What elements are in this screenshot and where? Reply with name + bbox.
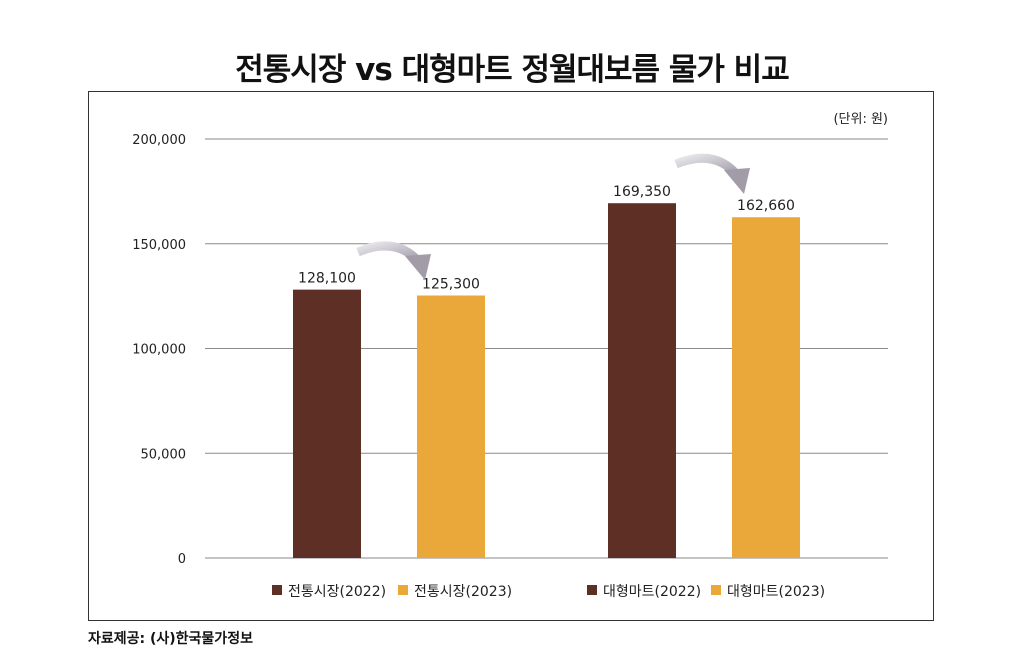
legend-swatch [587,585,597,595]
legend-swatch [398,585,408,595]
decrease-arrow-icon [674,153,750,194]
data-label: 162,660 [737,198,795,214]
bar [293,289,361,558]
y-tick-label: 100,000 [132,343,186,358]
data-label: 125,300 [422,276,480,292]
legend-swatch [272,585,282,595]
legend-label: 대형마트(2022) [603,584,701,600]
data-label: 128,100 [298,271,356,287]
legend-label: 전통시장(2022) [288,584,386,600]
legend-item: 전통시장(2022) [272,584,386,600]
legend-item: 대형마트(2023) [711,584,825,600]
source-note: 자료제공: (사)한국물가정보 [88,631,253,647]
legend-label: 전통시장(2023) [414,584,512,600]
bar [608,203,676,559]
legend-item: 대형마트(2022) [587,584,701,600]
bar [732,217,800,558]
bar [417,295,485,558]
unit-label: (단위: 원) [833,112,888,127]
legend-label: 대형마트(2023) [727,584,825,600]
y-tick-label: 200,000 [132,133,186,148]
y-tick-label: 50,000 [141,447,187,462]
data-label: 169,350 [613,184,671,200]
decrease-arrow-icon [356,241,431,280]
legend-swatch [711,585,721,595]
y-tick-label: 150,000 [132,238,186,253]
chart-frame [88,91,934,621]
legend-item: 전통시장(2023) [398,584,512,600]
y-tick-label: 0 [178,552,186,567]
chart-title: 전통시장 vs 대형마트 정월대보름 물가 비교 [235,52,789,88]
